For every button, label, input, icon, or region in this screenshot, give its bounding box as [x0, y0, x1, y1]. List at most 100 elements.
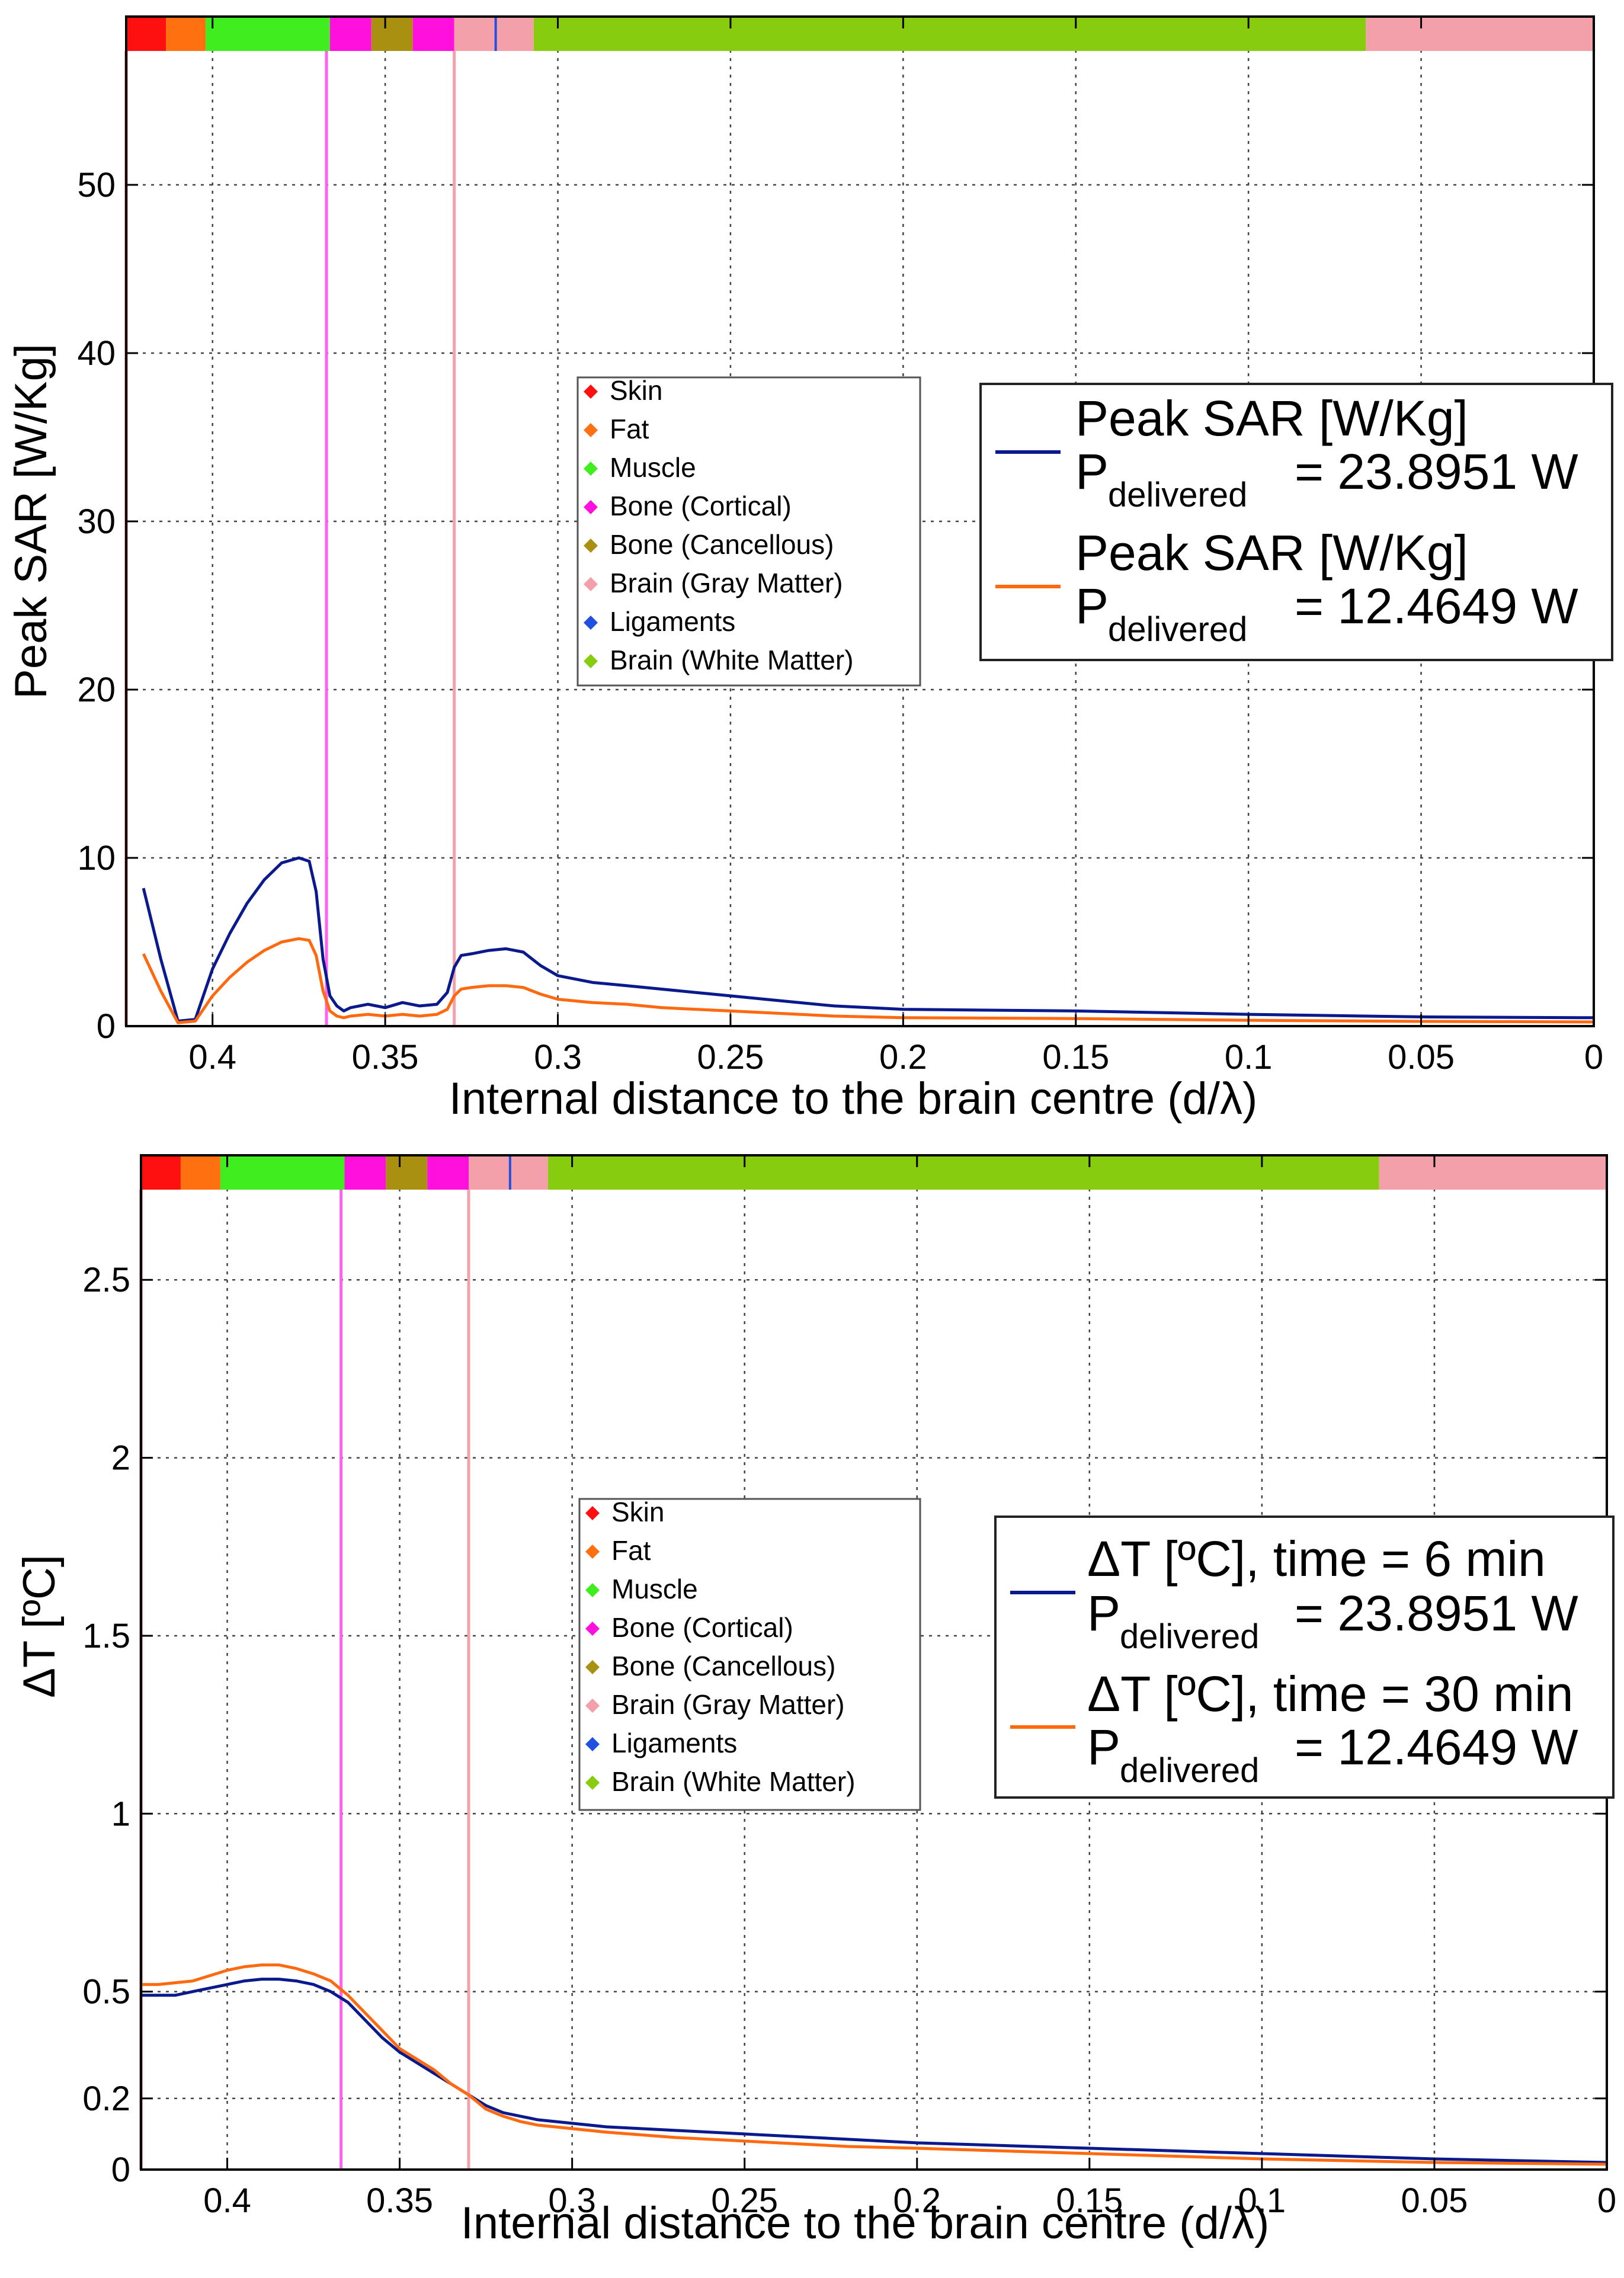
y-tick-label: 20: [77, 671, 116, 709]
series-legend-value: = 23.8951 W: [1295, 444, 1578, 499]
y-tick-label: 0: [111, 2151, 130, 2189]
series-legend-sub: delivered: [1108, 476, 1247, 514]
series-legend-sub: delivered: [1108, 610, 1247, 649]
tissue-legend-marker: [585, 1622, 600, 1636]
tissue-legend-label: Brain (Gray Matter): [610, 568, 843, 598]
tissue-legend-marker: [584, 577, 598, 591]
x-tick-label: 0.3: [534, 1038, 582, 1076]
x-tick-label: 0.4: [188, 1038, 236, 1076]
tissue-legend-label: Fat: [610, 414, 649, 444]
series-legend-label: Peak SAR [W/Kg]: [1075, 525, 1468, 581]
series-legend-sub: delivered: [1120, 1751, 1259, 1790]
series-legend-label: Peak SAR [W/Kg]: [1075, 390, 1468, 446]
series-legend-value: = 12.4649 W: [1295, 578, 1578, 634]
tissue-legend-marker: [585, 1737, 600, 1751]
tissue-legend-marker: [584, 462, 598, 476]
delta-t-panel: 0 0.05 0.1 0.15 0.2 0.25 0.3 0.35 0.4 0 0.2 0.5 1 1.5…: [14, 1154, 1616, 2248]
tissue-legend-label: Ligaments: [611, 1728, 737, 1758]
series-legend-value: = 23.8951 W: [1295, 1585, 1578, 1641]
y-tick-label: 50: [77, 166, 116, 204]
tissue-bar-segment: [454, 17, 534, 51]
y-tick-label: 1: [111, 1795, 130, 1833]
tissue-legend-label: Skin: [610, 375, 662, 406]
tissue-legend-label: Muscle: [611, 1574, 698, 1604]
tissue-bar: [126, 17, 1594, 51]
series-legend-label: ΔT [ºC], time = 6 min: [1087, 1531, 1546, 1587]
axis-ticks: 0 0.05 0.1 0.15 0.2 0.25 0.3 0.35 0.4 0 0.2 0.5 1 1.5…: [82, 1155, 1616, 2220]
y-tick-label: 0.5: [82, 1973, 130, 2011]
tissue-legend-marker: [584, 423, 598, 437]
series-legend-p: P: [1075, 444, 1109, 499]
tissue-legend-label: Muscle: [610, 452, 696, 483]
series-lines: [142, 856, 1594, 1024]
series-legend-p: P: [1075, 578, 1109, 634]
tissue-bar-segment: [1379, 1155, 1607, 1190]
tissue-bar-segment: [533, 17, 1366, 51]
tissue-bar: [141, 1155, 1607, 1190]
x-tick-label: 0: [1597, 2181, 1616, 2220]
y-tick-label: 40: [77, 334, 116, 373]
series-line: [142, 856, 1594, 1023]
tissue-legend-marker: [584, 385, 598, 399]
y-tick-label: 10: [77, 839, 116, 877]
x-tick-label: 0.15: [1042, 1038, 1109, 1076]
x-tick-label: 0.2: [879, 1038, 927, 1076]
y-tick-label: 1.5: [82, 1617, 130, 1655]
series-legend: ΔT [ºC], time = 6 min P delivered = 23.8…: [994, 1516, 1615, 1799]
x-tick-label: 0.25: [711, 2181, 778, 2220]
tissue-legend-label: Skin: [611, 1497, 664, 1527]
series-legend-sub: delivered: [1120, 1617, 1259, 1656]
series-line: [142, 937, 1594, 1024]
y-tick-label: 2: [111, 1439, 130, 1478]
tissue-legend-marker: [584, 500, 598, 514]
series-legend-p: P: [1087, 1585, 1120, 1641]
y-tick-label: 0.2: [82, 2080, 130, 2118]
x-axis-title: Internal distance to the brain centre (d…: [461, 2198, 1270, 2248]
tissue-legend-label: Bone (Cortical): [611, 1612, 793, 1643]
tissue-bar-segment: [427, 1155, 469, 1190]
x-tick-label: 0.35: [366, 2181, 433, 2220]
x-tick-label: 0.3: [548, 2181, 596, 2220]
tissue-bar-segment: [141, 1155, 181, 1190]
tissue-legend-marker: [585, 1506, 600, 1520]
x-tick-label: 0: [1584, 1038, 1603, 1076]
series-line: [141, 1963, 1607, 2166]
tissue-boundaries: [139, 1190, 470, 2170]
tissue-bar-segment: [166, 17, 206, 51]
tissue-legend-marker: [585, 1583, 600, 1597]
y-tick-label: 30: [77, 502, 116, 541]
tissue-legend-label: Bone (Cancellous): [611, 1651, 835, 1681]
tissue-bar-segment: [1366, 17, 1594, 51]
tissue-legend-label: Brain (White Matter): [611, 1766, 856, 1797]
x-tick-label: 0.25: [697, 1038, 764, 1076]
series-legend-label: ΔT [ºC], time = 30 min: [1087, 1666, 1573, 1722]
x-axis-title: Internal distance to the brain centre (d…: [449, 1074, 1258, 1124]
tissue-legend-marker: [585, 1660, 600, 1674]
tissue-legend-label: Brain (Gray Matter): [611, 1689, 845, 1720]
tissue-legend: Skin Fat Muscle Bone (Cortical) Bone (Cancel…: [578, 1497, 921, 1811]
tissue-legend-marker: [585, 1699, 600, 1713]
tissue-legend-label: Bone (Cancellous): [610, 529, 834, 560]
y-tick-label: 0: [97, 1007, 116, 1046]
y-axis-title: Peak SAR [W/Kg]: [6, 344, 56, 699]
x-tick-label: 0.05: [1388, 1038, 1455, 1076]
tissue-boundaries: [124, 51, 456, 1026]
tissue-legend-marker: [585, 1776, 600, 1790]
tissue-legend-marker: [584, 616, 598, 630]
tissue-bar-segment: [344, 1155, 386, 1190]
tissue-bar-segment: [329, 17, 371, 51]
tissue-bar-segment: [126, 17, 166, 51]
tissue-legend-label: Bone (Cortical): [610, 491, 792, 521]
series-lines: [141, 1963, 1607, 2166]
x-tick-label: 0.1: [1225, 1038, 1273, 1076]
tissue-legend-marker: [585, 1545, 600, 1559]
x-tick-label: 0.35: [352, 1038, 419, 1076]
x-tick-label: 0.05: [1401, 2181, 1468, 2220]
tissue-bar-segment: [220, 1155, 345, 1190]
tissue-bar-segment: [412, 17, 454, 51]
x-tick-label: 0.1: [1238, 2181, 1286, 2220]
tissue-bar-segment: [371, 17, 413, 51]
axis-ticks: 0 0.05 0.1 0.15 0.2 0.25 0.3 0.35 0.4 0 10 20 30 40 50: [77, 17, 1603, 1076]
tissue-legend-label: Brain (White Matter): [610, 645, 854, 675]
